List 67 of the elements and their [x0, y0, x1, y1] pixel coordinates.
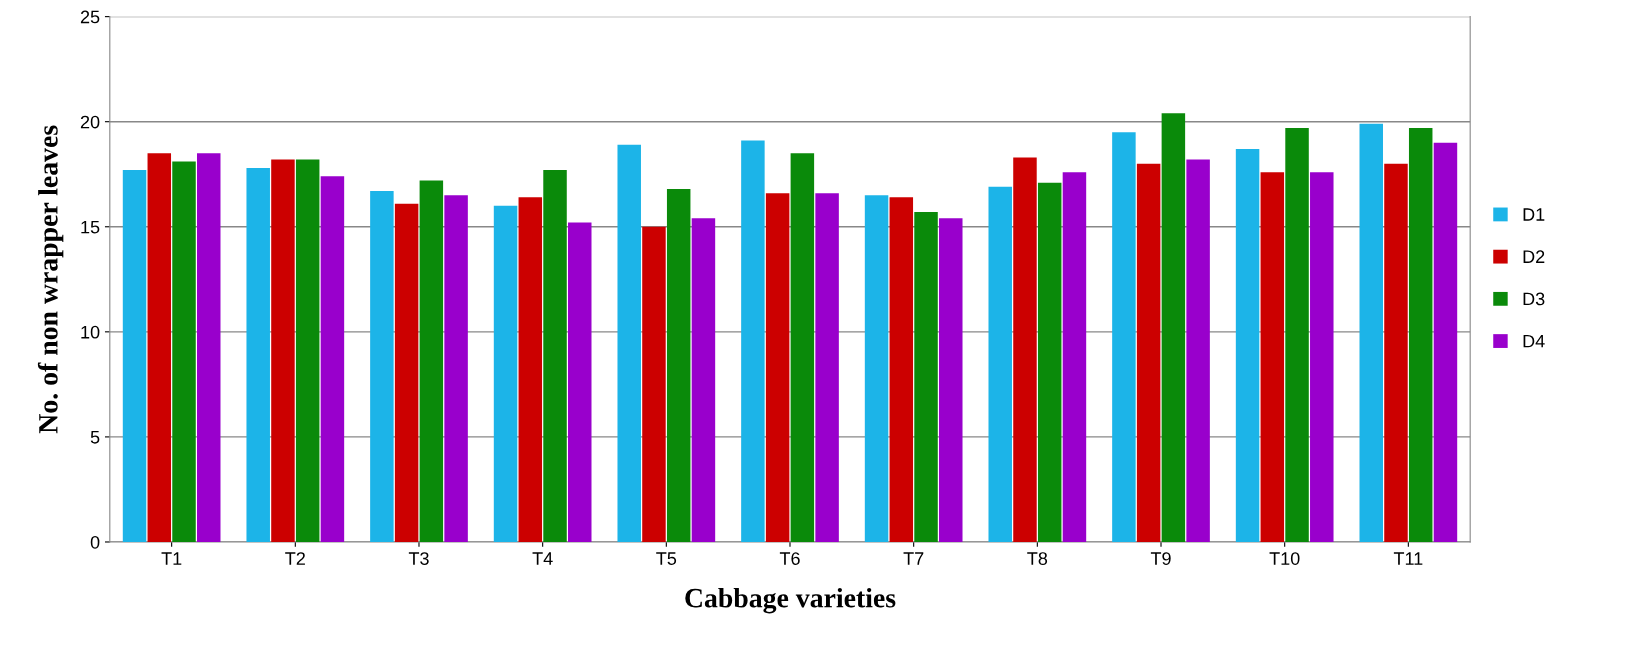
bar: [295, 159, 320, 542]
bar: [617, 144, 641, 542]
bar: [543, 170, 567, 542]
bar: [642, 226, 666, 542]
y-tick-label: 20: [80, 115, 100, 129]
bar: [320, 176, 345, 542]
bar: [1112, 132, 1136, 542]
bar: [122, 170, 147, 542]
bar: [1408, 128, 1433, 542]
y-tick-label: 10: [81, 325, 100, 339]
bar: [568, 222, 592, 542]
bar: [394, 203, 419, 542]
x-tick-label: T3: [408, 552, 429, 565]
x-tick-label: T7: [903, 552, 924, 565]
legend-label: D3: [1523, 292, 1545, 306]
bar: [1235, 149, 1260, 542]
bar: [914, 212, 938, 542]
x-tick-label: T8: [1027, 552, 1048, 565]
bar: [939, 218, 963, 542]
bar: [765, 193, 790, 542]
bar: [1161, 113, 1186, 542]
bar: [1285, 128, 1309, 542]
bar: [1186, 159, 1210, 542]
bar: [815, 193, 839, 542]
y-tick-label: 15: [81, 220, 100, 234]
bar: [988, 186, 1012, 542]
bar: [1062, 172, 1087, 542]
bar: [790, 153, 815, 542]
y-tick-label: 25: [80, 10, 100, 24]
legend-label: D2: [1523, 250, 1545, 263]
y-tick-label: 0: [90, 535, 100, 549]
bar: [1310, 172, 1334, 542]
bar: [518, 197, 543, 542]
bar: [493, 205, 518, 542]
bar: [1037, 182, 1062, 542]
bar: [864, 195, 889, 542]
bar: [1384, 163, 1408, 542]
legend-label: D4: [1523, 334, 1545, 348]
y-axis-title: No. of non wrapper leaves: [37, 125, 64, 434]
bar: [246, 167, 270, 542]
bar: [1359, 123, 1383, 542]
x-tick-label: T1: [161, 552, 182, 565]
x-tick-label: T10: [1269, 552, 1300, 565]
y-tick-label: 5: [90, 431, 100, 444]
x-tick-label: T5: [656, 552, 677, 565]
bar: [419, 180, 444, 542]
bar: [197, 153, 221, 542]
bar: [741, 140, 765, 542]
bar: [370, 191, 394, 542]
x-axis-title: Cabbage varieties: [685, 587, 896, 614]
bar: [147, 153, 172, 542]
x-tick-label: T6: [779, 552, 800, 565]
bar: [1136, 163, 1161, 542]
bar: [271, 159, 295, 542]
bar: [691, 218, 716, 542]
legend-label: D1: [1523, 208, 1545, 221]
bar: [444, 195, 468, 542]
bar: [666, 188, 691, 542]
x-tick-label: T11: [1393, 552, 1423, 565]
bar: [172, 161, 196, 542]
bar: [1433, 142, 1458, 542]
bar: [1013, 157, 1037, 542]
bar: [1260, 172, 1285, 542]
bar: [889, 197, 914, 542]
x-tick-label: T4: [532, 552, 553, 565]
x-tick-label: T9: [1150, 552, 1171, 565]
x-tick-label: T2: [285, 552, 305, 565]
